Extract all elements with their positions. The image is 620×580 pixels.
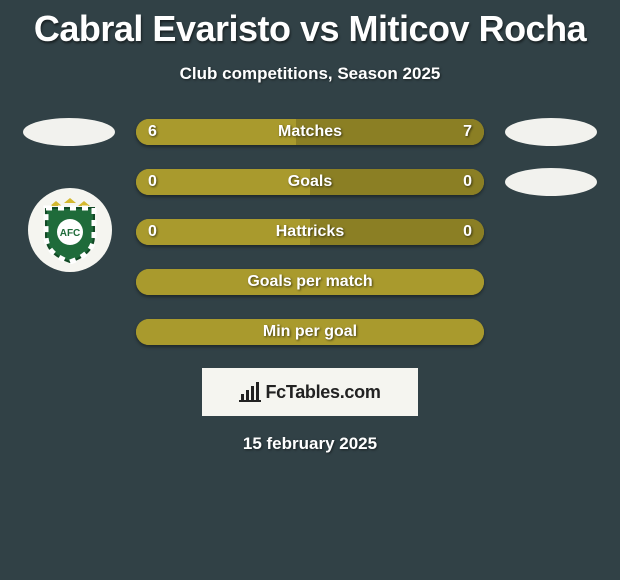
stat-label: Hattricks bbox=[136, 223, 484, 241]
stat-row: Goals per match bbox=[18, 268, 602, 296]
stat-bar: 00Goals bbox=[136, 169, 484, 195]
player-right-slot bbox=[500, 168, 602, 196]
stat-row: Min per goal bbox=[18, 318, 602, 346]
stat-bar: Goals per match bbox=[136, 269, 484, 295]
player-left-slot bbox=[18, 118, 120, 146]
avatar-placeholder-left bbox=[23, 118, 115, 146]
stat-label: Goals bbox=[136, 173, 484, 191]
club-crest-icon: AFC bbox=[40, 196, 100, 264]
player-right-slot bbox=[500, 118, 602, 146]
club-badge-left: AFC bbox=[28, 188, 112, 272]
bar-chart-icon bbox=[239, 382, 261, 402]
svg-text:AFC: AFC bbox=[60, 228, 81, 239]
comparison-chart: 67Matches 00Goals 00Hattricks Goals per mat… bbox=[0, 118, 620, 346]
brand-label: FcTables.com bbox=[265, 382, 380, 403]
stat-label: Min per goal bbox=[136, 323, 484, 341]
page-title: Cabral Evaristo vs Miticov Rocha bbox=[0, 0, 620, 50]
avatar-placeholder-right bbox=[505, 118, 597, 146]
avatar-placeholder-right bbox=[505, 168, 597, 196]
date-text: 15 february 2025 bbox=[0, 434, 620, 454]
subtitle: Club competitions, Season 2025 bbox=[0, 64, 620, 84]
stat-bar: 00Hattricks bbox=[136, 219, 484, 245]
stat-label: Matches bbox=[136, 123, 484, 141]
brand-logo: FcTables.com bbox=[202, 368, 418, 416]
stat-row: 00Goals bbox=[18, 168, 602, 196]
stat-bar: 67Matches bbox=[136, 119, 484, 145]
stat-row: 67Matches bbox=[18, 118, 602, 146]
stat-bar: Min per goal bbox=[136, 319, 484, 345]
stat-label: Goals per match bbox=[136, 273, 484, 291]
